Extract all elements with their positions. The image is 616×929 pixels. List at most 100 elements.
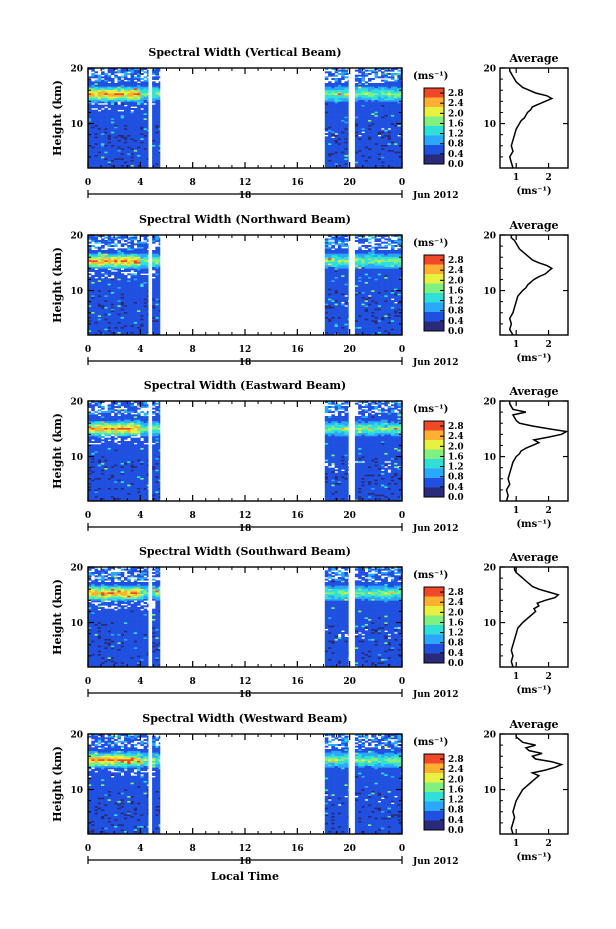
colorbar-tick-label: 0.0 (448, 826, 464, 836)
x-tick-label: 8 (190, 677, 196, 687)
x-tick-label: 0 (399, 511, 405, 521)
average-y-tick-label: 10 (483, 453, 496, 463)
average-profile-panel: Average 20 10 1 2 (ms⁻¹) (483, 551, 569, 696)
panel-3: Spectral Width (Eastward Beam)2010Height… (51, 379, 569, 534)
colorbar-swatch (424, 625, 444, 635)
average-x-tick-label: 2 (545, 506, 551, 516)
colorbar-swatch (424, 587, 444, 597)
x-tick-label: 20 (343, 178, 356, 188)
colorbar-swatch (424, 255, 444, 265)
x-tick-label: 16 (291, 844, 304, 854)
colorbar: (ms⁻¹)2.82.42.01.61.20.80.40.0 (413, 238, 464, 337)
average-y-tick-label: 20 (483, 65, 496, 75)
panel-2: Spectral Width (Northward Beam) 20 10 Heigh… (51, 213, 569, 368)
colorbar-swatch (424, 754, 444, 764)
y-axis-label: Height (km) (51, 80, 64, 156)
panel-title: Spectral Width (Northward Beam) (139, 213, 351, 226)
x-tick-label: 0 (399, 345, 405, 355)
colorbar-tick-label: 1.2 (448, 796, 464, 806)
colorbar-tick-label: 0.8 (448, 307, 464, 317)
colorbar-tick-label: 1.6 (448, 452, 464, 462)
x-tick-label: 12 (239, 178, 252, 188)
date-tick-label: 18 (239, 690, 252, 700)
y-axis-label: Height (km) (51, 247, 64, 323)
average-profile-line (505, 401, 569, 502)
y-tick-label: 20 (70, 564, 83, 574)
panel-1: Spectral Width (Vertical Beam)2010Height… (51, 46, 569, 201)
panel-title: Spectral Width (Westward Beam) (142, 712, 347, 725)
average-unit: (ms⁻¹) (516, 186, 551, 197)
y-axis-label: Height (km) (51, 746, 64, 822)
average-profile-line (508, 235, 554, 336)
colorbar-tick-label: 2.0 (448, 442, 464, 452)
average-unit: (ms⁻¹) (516, 685, 551, 696)
y-tick-label: 20 (70, 232, 83, 242)
colorbar-tick-label: 2.4 (448, 765, 464, 775)
colorbar-swatch (424, 97, 444, 107)
x-tick-label: 20 (343, 844, 356, 854)
colorbar-swatch (424, 449, 444, 459)
x-tick-label: 0 (85, 844, 91, 854)
colorbar-frame (423, 254, 445, 332)
x-tick-label: 0 (399, 677, 405, 687)
colorbar-tick-label: 0.0 (448, 160, 464, 170)
date-tick-label: 18 (239, 857, 252, 867)
y-tick-label: 10 (70, 287, 83, 297)
average-profile-panel: Average 20 10 1 2 (ms⁻¹) (483, 52, 569, 197)
colorbar-tick-label: 1.2 (448, 463, 464, 473)
colorbar-swatch (424, 321, 444, 331)
colorbar-swatch (424, 145, 444, 155)
colorbar-swatch (424, 154, 444, 164)
average-title: Average (508, 385, 558, 398)
colorbar-unit: (ms⁻¹) (413, 737, 448, 748)
colorbar-tick-label: 1.6 (448, 119, 464, 129)
panel-5: Spectral Width (Westward Beam)2010Height… (51, 712, 569, 867)
y-tick-label: 10 (70, 619, 83, 629)
colorbar-tick-label: 1.6 (448, 785, 464, 795)
colorbar-tick-label: 1.6 (448, 618, 464, 628)
panel-title: Spectral Width (Southward Beam) (139, 545, 351, 558)
colorbar-tick-label: 0.8 (448, 806, 464, 816)
colorbar-swatch (424, 440, 444, 450)
colorbar-tick-label: 2.8 (448, 755, 464, 765)
colorbar-tick-label: 2.4 (448, 432, 464, 442)
average-y-tick-label: 10 (483, 287, 496, 297)
average-y-tick-label: 20 (483, 731, 496, 741)
average-profile-line (510, 567, 560, 668)
x-axis-label: Local Time (211, 870, 279, 883)
average-x-tick-label: 2 (545, 173, 551, 183)
x-tick-label: 8 (190, 178, 196, 188)
colorbar-swatch (424, 596, 444, 606)
date-caption: Jun 2012 (412, 191, 459, 201)
colorbar-tick-label: 0.4 (448, 483, 464, 493)
x-tick-label: 8 (190, 511, 196, 521)
colorbar-tick-label: 2.0 (448, 109, 464, 119)
x-tick-label: 12 (239, 511, 252, 521)
average-profile-panel: Average 20 10 1 2 (ms⁻¹) (483, 385, 569, 530)
date-caption: Jun 2012 (412, 524, 459, 534)
colorbar-tick-label: 2.0 (448, 775, 464, 785)
x-tick-label: 0 (399, 844, 405, 854)
colorbar: (ms⁻¹)2.82.42.01.61.20.80.40.0 (413, 404, 464, 503)
colorbar-swatch (424, 763, 444, 773)
x-tick-label: 4 (137, 677, 143, 687)
colorbar-swatch (424, 478, 444, 488)
colorbar-frame (423, 420, 445, 498)
x-tick-label: 16 (291, 677, 304, 687)
average-profile-panel: Average 20 10 1 2 (ms⁻¹) (483, 219, 569, 364)
x-tick-label: 4 (137, 178, 143, 188)
colorbar-tick-label: 0.8 (448, 639, 464, 649)
colorbar-swatch (424, 264, 444, 274)
colorbar-unit: (ms⁻¹) (413, 238, 448, 249)
colorbar-tick-label: 2.4 (448, 99, 464, 109)
x-tick-label: 8 (190, 844, 196, 854)
heatmap-field (88, 401, 403, 502)
colorbar-unit: (ms⁻¹) (413, 404, 448, 415)
colorbar-swatch (424, 811, 444, 821)
x-tick-label: 0 (85, 511, 91, 521)
colorbar-swatch (424, 88, 444, 98)
colorbar-swatch (424, 792, 444, 802)
colorbar-tick-label: 0.4 (448, 649, 464, 659)
colorbar-swatch (424, 468, 444, 478)
